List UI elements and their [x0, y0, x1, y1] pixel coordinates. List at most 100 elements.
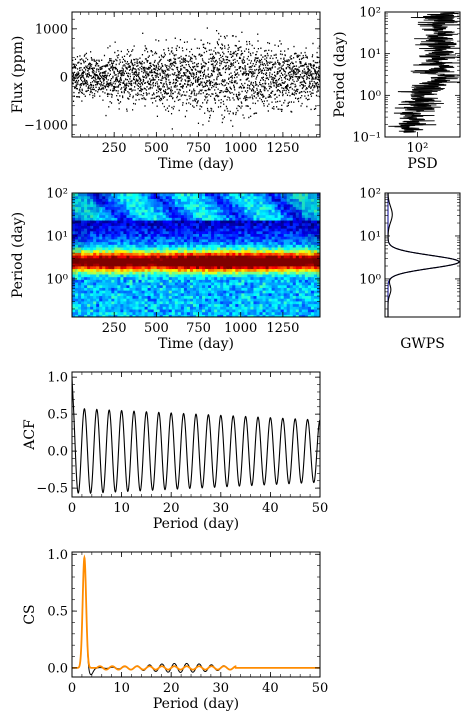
heatmap-cell [265, 225, 270, 229]
heatmap-cell [96, 276, 100, 280]
heatmap-cell [90, 203, 94, 208]
heatmap-cell [253, 255, 258, 259]
heatmap-cell [147, 222, 152, 226]
heatmap-cell [159, 252, 164, 256]
heatmap-cell [274, 241, 279, 245]
heatmap-cell [268, 273, 273, 278]
heatmap-cell [114, 284, 118, 288]
heatmap-cell [126, 203, 131, 208]
heatmap-cell [307, 257, 312, 261]
heatmap-cell [295, 281, 300, 286]
heatmap-cell [196, 222, 200, 226]
heatmap-cell [262, 222, 267, 226]
heatmap-cell [226, 219, 230, 224]
heatmap-cell [286, 209, 291, 213]
heatmap-cell [135, 298, 140, 302]
heatmap-cell [96, 236, 100, 240]
heatmap-cell [295, 246, 300, 251]
heatmap-cell [232, 214, 236, 218]
x-tick-label: 10 [113, 501, 130, 516]
heatmap-cell [205, 303, 209, 307]
heatmap-cell [189, 206, 194, 210]
heatmap-cell [292, 217, 297, 221]
heatmap-cell [108, 273, 112, 278]
heatmap-cell [90, 222, 94, 226]
heatmap-cell [304, 206, 309, 210]
heatmap-cell [108, 300, 112, 305]
heatmap-cell [220, 241, 224, 245]
heatmap-cell [108, 246, 112, 251]
heatmap-cell [271, 300, 276, 305]
heatmap-cell [111, 284, 115, 288]
heatmap-cell [192, 241, 197, 245]
heatmap-cell [123, 314, 128, 317]
heatmap-cell [196, 257, 200, 261]
heatmap-cell [138, 263, 143, 267]
heatmap-cell [247, 206, 252, 210]
heatmap-cell [235, 260, 239, 264]
heatmap-cell [183, 225, 188, 229]
heatmap-cell [244, 236, 249, 240]
heatmap-cell [147, 238, 152, 243]
heatmap-cell [156, 260, 161, 264]
heatmap-cell [196, 308, 200, 313]
heatmap-cell [208, 279, 212, 283]
heatmap-cell [90, 295, 94, 299]
heatmap-cell [177, 246, 182, 251]
heatmap-cell [96, 252, 100, 256]
heatmap-cell [105, 287, 109, 291]
heatmap-cell [220, 236, 224, 240]
heatmap-cell [199, 252, 203, 256]
heatmap-cell [72, 233, 76, 237]
heatmap-cell [75, 281, 79, 286]
heatmap-cell [214, 198, 218, 202]
heatmap-cell [96, 246, 100, 251]
heatmap-cell [123, 238, 128, 243]
heatmap-cell [189, 219, 194, 224]
heatmap-cell [141, 252, 146, 256]
heatmap-cell [177, 292, 182, 297]
heatmap-cell [123, 284, 128, 288]
heatmap-cell [283, 276, 288, 280]
heatmap-cell [189, 265, 194, 270]
heatmap-cell [289, 228, 294, 232]
heatmap-cell [280, 257, 285, 261]
heatmap-cell [298, 230, 303, 235]
heatmap-cell [268, 211, 273, 216]
heatmap-cell [283, 290, 288, 294]
heatmap-cell [211, 233, 215, 237]
heatmap-cell [244, 298, 249, 302]
heatmap-cell [72, 308, 76, 313]
heatmap-cell [138, 241, 143, 245]
heatmap-cell [235, 238, 239, 243]
heatmap-cell [202, 230, 206, 235]
heatmap-cell [196, 281, 200, 286]
heatmap-cell [238, 257, 242, 261]
heatmap-cell [256, 268, 261, 272]
heatmap-cell [235, 206, 239, 210]
heatmap-cell [78, 230, 82, 235]
x-tick-label: 500 [144, 141, 169, 156]
heatmap-cell [304, 233, 309, 237]
heatmap-cell [220, 306, 224, 310]
heatmap-cell [192, 244, 197, 248]
heatmap-cell [253, 292, 258, 297]
heatmap-cell [265, 241, 270, 245]
heatmap-cell [138, 244, 143, 248]
heatmap-cell [147, 308, 152, 313]
heatmap-cell [180, 265, 185, 270]
heatmap-cell [301, 228, 306, 232]
heatmap-cell [123, 236, 128, 240]
heatmap-cell [72, 203, 76, 208]
heatmap-cell [316, 238, 320, 243]
heatmap-cell [262, 279, 267, 283]
heatmap-cell [132, 273, 137, 278]
heatmap-cell [304, 279, 309, 283]
heatmap-cell [313, 217, 318, 221]
heatmap-cell [96, 206, 100, 210]
heatmap-cell [256, 265, 261, 270]
heatmap-cell [304, 225, 309, 229]
heatmap-cell [171, 203, 176, 208]
heatmap-cell [259, 241, 264, 245]
